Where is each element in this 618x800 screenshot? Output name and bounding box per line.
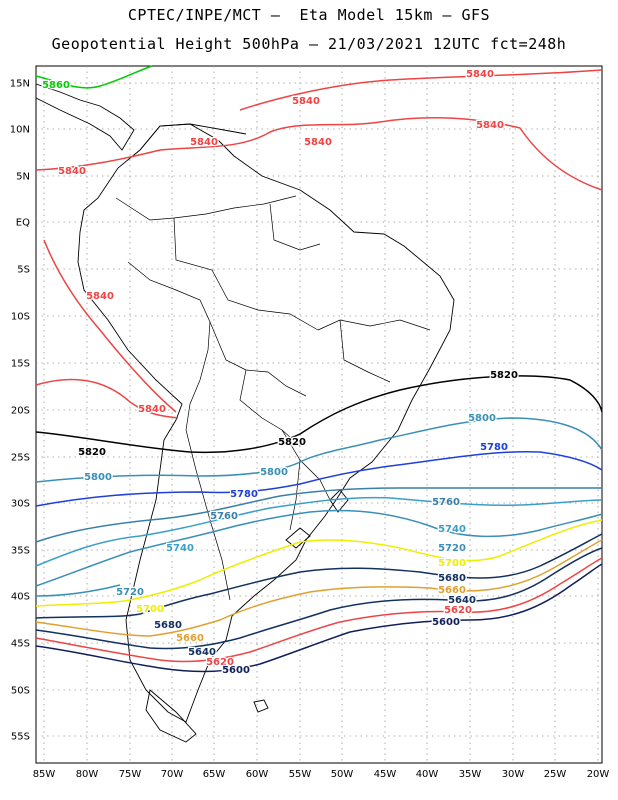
longitude-labels: 85W 80W 75W 70W 65W 60W 55W 50W 45W 40W 35W 30W 25W 2… — [33, 769, 610, 780]
contour-5780 — [35, 450, 603, 507]
contour-label: 5820 — [490, 370, 518, 381]
lat-label: 20S — [11, 406, 30, 417]
lon-label: 85W — [33, 769, 56, 780]
rio-plata — [285, 527, 311, 549]
contour-5720 — [35, 584, 121, 597]
contour-label: 5840 — [138, 404, 166, 415]
lon-label: 45W — [374, 769, 397, 780]
contour-label: 5600 — [432, 617, 460, 628]
contour-label: 5600 — [222, 665, 250, 676]
caribbean-coast — [139, 123, 247, 151]
contour-labels: 5860 5840 5840 5840 5840 5840 5840 5840 5840 5820… — [41, 68, 519, 678]
lon-label: 65W — [203, 769, 226, 780]
lon-label: 70W — [161, 769, 184, 780]
country-borders — [115, 195, 431, 601]
contour-5660 — [35, 539, 603, 637]
lon-label: 60W — [246, 769, 269, 780]
contour-label: 5620 — [444, 605, 472, 616]
contour-5840 — [35, 378, 179, 419]
contour-label: 5840 — [86, 291, 114, 302]
coastlines — [35, 83, 455, 743]
lon-label: 40W — [416, 769, 439, 780]
contour-label: 5680 — [154, 620, 182, 631]
contour-label: 5760 — [210, 511, 238, 522]
contour-lines — [35, 65, 603, 673]
contour-5600 — [35, 563, 603, 673]
contour-5620 — [35, 557, 603, 663]
lat-label: 50S — [11, 686, 30, 697]
lon-label: 20W — [587, 769, 610, 780]
contour-label: 5720 — [438, 543, 466, 554]
lat-label: 15S — [11, 359, 30, 370]
contour-label: 5840 — [190, 137, 218, 148]
contour-label: 5620 — [206, 657, 234, 668]
contour-5820 — [35, 375, 603, 454]
lat-label: 15N — [10, 79, 30, 90]
lon-label: 75W — [119, 769, 142, 780]
lat-label: 10S — [11, 312, 30, 323]
contour-5840 — [239, 69, 603, 111]
map-frame — [35, 65, 603, 764]
contour-label: 5860 — [42, 80, 70, 91]
tierra-del-fuego — [145, 689, 197, 743]
lat-label: 55S — [11, 732, 30, 743]
lat-label: 5N — [16, 172, 30, 183]
contour-label: 5660 — [438, 585, 466, 596]
lon-label: 50W — [331, 769, 354, 780]
contour-5760 — [35, 487, 602, 543]
contour-label: 5680 — [438, 573, 466, 584]
contour-label: 5820 — [78, 447, 106, 458]
contour-label: 5840 — [304, 137, 332, 148]
contour-label: 5820 — [278, 437, 306, 448]
contour-label: 5740 — [166, 543, 194, 554]
contour-label: 5700 — [136, 604, 164, 615]
latitude-labels: 15N 10N 5N EQ 5S 10S 15S 20S 25S 30S 35S 40S 45S 50S 5… — [10, 79, 30, 743]
contour-5640 — [35, 547, 603, 650]
lat-label: 10N — [10, 125, 30, 136]
lat-label: 5S — [17, 265, 30, 276]
contour-5680 — [35, 533, 603, 619]
lat-label: 25S — [11, 453, 30, 464]
contour-label: 5640 — [448, 595, 476, 606]
contour-label: 5660 — [176, 633, 204, 644]
lon-label: 80W — [76, 769, 99, 780]
title-model: CPTEC/INPE/MCT – Eta Model 15km – GFS — [127, 6, 491, 24]
contour-label: 5840 — [58, 166, 86, 177]
contour-label: 5780 — [230, 489, 258, 500]
contour-5840 — [43, 239, 177, 413]
contour-5840 — [35, 117, 603, 191]
contour-5860 — [35, 65, 153, 89]
lat-label: 30S — [11, 499, 30, 510]
contour-label: 5780 — [480, 442, 508, 453]
contour-5720 — [35, 509, 603, 587]
contour-label: 5840 — [292, 96, 320, 107]
contour-label: 5740 — [438, 524, 466, 535]
contour-5800 — [35, 417, 603, 483]
title-field: Geopotential Height 500hPa – 21/03/2021 … — [51, 35, 567, 53]
contour-label: 5840 — [466, 69, 494, 80]
contour-label: 5760 — [432, 497, 460, 508]
contour-label: 5800 — [260, 467, 288, 478]
contour-label: 5800 — [84, 472, 112, 483]
contour-label: 5720 — [116, 587, 144, 598]
lon-label: 25W — [544, 769, 567, 780]
falklands — [253, 699, 269, 713]
lon-label: 35W — [459, 769, 482, 780]
lat-label: EQ — [16, 218, 30, 229]
lat-label: 35S — [11, 546, 30, 557]
contour-label: 5800 — [468, 413, 496, 424]
lon-label: 55W — [289, 769, 312, 780]
contour-label: 5840 — [476, 120, 504, 131]
contour-5700 — [35, 519, 603, 607]
contour-label: 5700 — [438, 558, 466, 569]
central-america-coast — [35, 83, 135, 151]
lat-label: 45S — [11, 639, 30, 650]
lat-label: 40S — [11, 592, 30, 603]
lagoon-patos — [329, 489, 349, 513]
lon-label: 30W — [502, 769, 525, 780]
contour-5740 — [35, 496, 603, 567]
contour-label: 5640 — [188, 647, 216, 658]
graticule — [36, 66, 602, 763]
